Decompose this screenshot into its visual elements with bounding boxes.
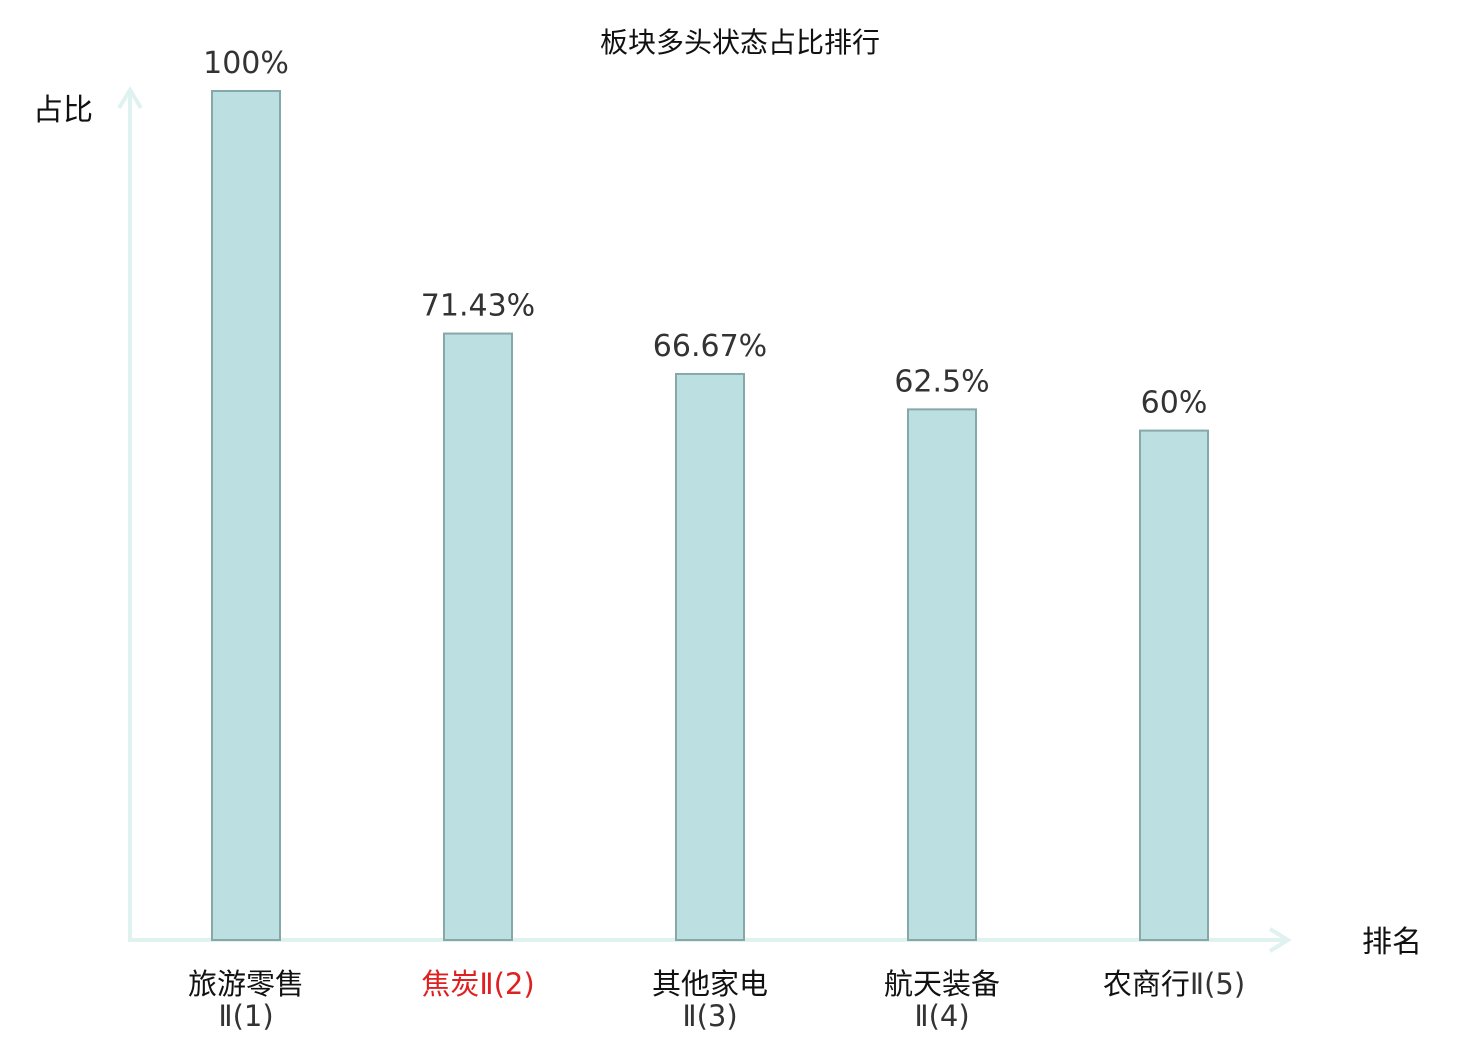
x-tick-label-suffix: Ⅱ(5)	[1190, 967, 1245, 1001]
x-tick-label-suffix: Ⅱ(2)	[479, 967, 534, 1001]
bar-value-label: 100%	[203, 46, 289, 81]
chart-title: 板块多头状态占比排行	[600, 26, 880, 59]
y-axis-label: 占比	[33, 93, 93, 128]
bars-group	[211, 90, 1209, 942]
x-tick-label: 农商行Ⅱ(5)	[1103, 967, 1245, 1001]
bar-value-label: 60%	[1141, 386, 1208, 421]
bar-value-label: 62.5%	[894, 364, 989, 399]
bar-value-label: 66.67%	[653, 329, 767, 364]
value-labels-group: 100% 71.43% 66.67% 62.5% 60%	[203, 46, 1207, 421]
bar	[443, 332, 513, 941]
bar	[907, 408, 977, 941]
bar	[675, 372, 745, 942]
bar	[1139, 429, 1209, 941]
x-tick-label-suffix: Ⅱ(1)	[218, 999, 273, 1033]
x-tick-label-name: 其他家电	[652, 967, 768, 1001]
x-tick-label-name: 旅游零售	[188, 967, 304, 1001]
bar-value-label: 71.43%	[421, 289, 535, 324]
x-axis-label: 排名	[1362, 925, 1422, 960]
bar	[211, 90, 281, 941]
x-tick-label-suffix: Ⅱ(4)	[914, 999, 969, 1033]
x-tick-label: 焦炭Ⅱ(2)	[421, 967, 534, 1001]
x-tick-label-name: 农商行	[1103, 967, 1190, 1001]
x-axis-arrow	[1268, 927, 1292, 953]
x-tick-label-name: 焦炭	[421, 967, 479, 1001]
x-tick-label-suffix: Ⅱ(3)	[682, 999, 737, 1033]
x-tick-label-name: 航天装备	[884, 967, 1000, 1001]
y-axis-arrow	[117, 86, 143, 110]
